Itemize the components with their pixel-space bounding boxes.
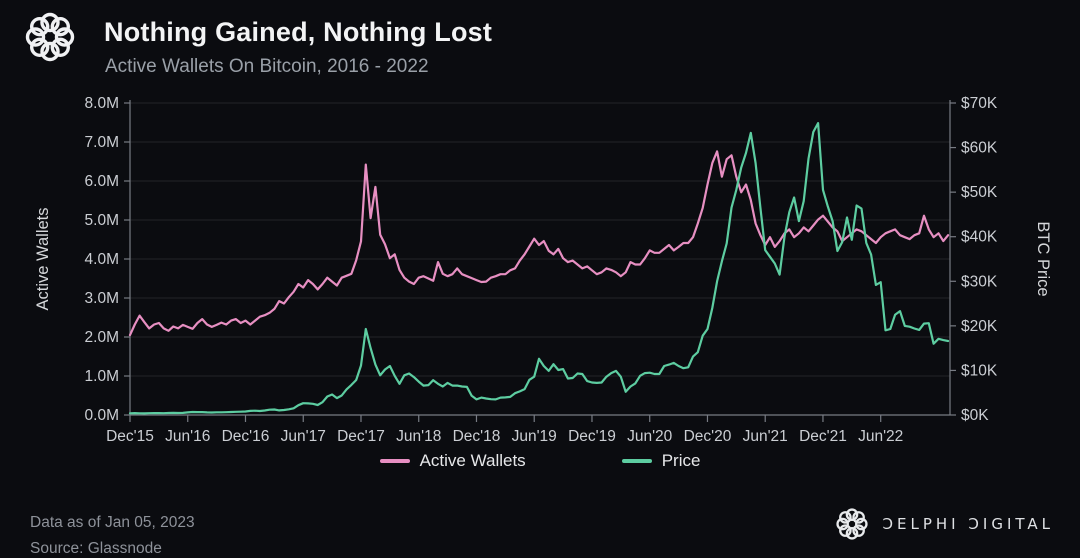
page-subtitle: Active Wallets On Bitcoin, 2016 - 2022 <box>105 56 429 77</box>
left-tick-label: 4.0M <box>85 251 119 268</box>
data-as-of-text: Data as of Jan 05, 2023 <box>30 514 195 531</box>
delphi-knot-icon <box>836 508 869 540</box>
right-tick-label: $30K <box>961 273 998 290</box>
left-tick-label: 7.0M <box>85 134 119 151</box>
line-chart: 0.0M 1.0M 2.0M 3.0M 4.0M 5.0M 6.0M 7.0M 8.0M $0K $… <box>34 95 1052 445</box>
right-tick-label: $0K <box>961 407 989 424</box>
x-tick-label: Dec'20 <box>684 428 732 445</box>
series-lines <box>128 121 950 415</box>
right-tick-label: $60K <box>961 140 998 157</box>
x-tick-label: Dec'16 <box>222 428 270 445</box>
right-axis-title: BTC Price <box>1034 221 1052 296</box>
right-tick-label: $70K <box>961 95 998 112</box>
x-tick-label: Jun'18 <box>396 428 441 445</box>
price-swatch <box>621 459 652 463</box>
left-axis-title: Active Wallets <box>34 208 52 311</box>
legend-label: Active Wallets <box>419 451 526 470</box>
left-tick-label: 1.0M <box>85 368 119 385</box>
x-tick-label: Jun'22 <box>858 428 903 445</box>
active-wallets-swatch <box>379 459 410 463</box>
series-line-price <box>128 121 950 415</box>
tick-labels: 0.0M 1.0M 2.0M 3.0M 4.0M 5.0M 6.0M 7.0M 8.0M $0K $… <box>85 95 998 445</box>
axes <box>129 100 951 416</box>
x-tick-label: Dec'15 <box>106 428 154 445</box>
page-title: Nothing Gained, Nothing Lost <box>104 17 493 47</box>
left-tick-label: 5.0M <box>85 212 119 229</box>
x-tick-label: Jun'20 <box>627 428 673 445</box>
left-tick-label: 8.0M <box>85 95 119 112</box>
chart-area: 0.0M 1.0M 2.0M 3.0M 4.0M 5.0M 6.0M 7.0M 8.0M $0K $… <box>34 95 1052 445</box>
x-tick-label: Dec'19 <box>568 428 616 445</box>
brand-lockup: ƆELPHI ƆIGITAL <box>834 506 1054 542</box>
x-tick-label: Jun'21 <box>743 428 788 445</box>
left-tick-label: 6.0M <box>85 173 119 190</box>
legend-item-active-wallets: Active Wallets <box>379 451 526 471</box>
gridlines <box>130 102 950 416</box>
right-tick-label: $10K <box>961 362 998 379</box>
brand-wordmark: ƆELPHI ƆIGITAL <box>882 515 1054 533</box>
legend-item-price: Price <box>621 451 701 471</box>
x-tick-label: Dec'18 <box>453 428 501 445</box>
right-tick-label: $40K <box>961 229 998 246</box>
left-tick-label: 3.0M <box>85 290 119 307</box>
left-tick-label: 0.0M <box>85 407 119 424</box>
series-line-active-wallets <box>128 150 950 337</box>
x-tick-label: Jun'17 <box>281 428 326 445</box>
right-tick-label: $20K <box>961 318 998 335</box>
tick-marks <box>124 102 956 422</box>
source-text: Source: Glassnode <box>30 540 162 557</box>
x-tick-label: Jun'16 <box>165 428 210 445</box>
left-tick-label: 2.0M <box>85 329 119 346</box>
legend-label: Price <box>661 451 701 470</box>
delphi-knot-icon <box>25 12 75 62</box>
x-tick-label: Dec'21 <box>799 428 847 445</box>
x-tick-label: Jun'19 <box>512 428 557 445</box>
right-tick-label: $50K <box>961 184 998 201</box>
chart-legend: Active Wallets Price <box>0 451 1080 471</box>
x-tick-label: Dec'17 <box>337 428 385 445</box>
